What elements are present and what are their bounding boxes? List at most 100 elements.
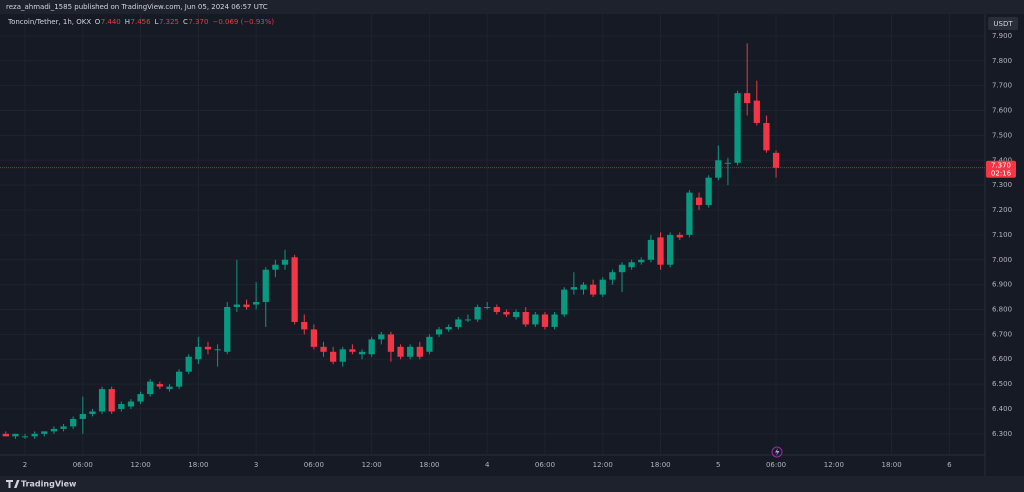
candle-body	[339, 349, 346, 362]
candle-body	[281, 259, 289, 265]
y-tick-label: 6.500	[992, 380, 1012, 388]
candle-body	[147, 381, 154, 395]
legend-item: H	[125, 18, 130, 26]
candle-body	[233, 304, 240, 308]
candle-body	[618, 264, 626, 273]
candles	[2, 43, 780, 439]
legend-item: 7.456	[131, 18, 152, 26]
candle-body	[156, 384, 163, 387]
candle-body	[676, 234, 683, 238]
grid	[0, 14, 985, 455]
y-tick-label: 7.400	[992, 156, 1012, 164]
candle-body	[2, 433, 9, 437]
x-tick-label: 12:00	[362, 461, 382, 469]
y-tick-label: 6.300	[992, 430, 1012, 438]
candle-body	[570, 287, 577, 290]
y-tick-label: 6.700	[992, 330, 1012, 338]
candle-body	[763, 122, 770, 151]
y-tick-label: 6.400	[992, 405, 1012, 413]
x-tick-label: 06:00	[73, 461, 93, 469]
candle-body	[561, 289, 568, 315]
candle-body	[657, 237, 664, 265]
candle-body	[541, 314, 549, 327]
legend-item: L	[155, 18, 159, 26]
footer-brand[interactable]: TradingView	[21, 480, 77, 489]
x-tick-label: 18:00	[882, 461, 902, 469]
candle-body	[31, 433, 38, 437]
candle-body	[378, 334, 385, 340]
candle-body	[368, 339, 375, 355]
x-tick-label: 4	[485, 461, 490, 469]
candle-body	[686, 192, 693, 235]
y-tick-label: 7.600	[992, 107, 1012, 115]
legend-item: −0.069 (−0.93%)	[212, 18, 274, 26]
event-icon-bolt	[775, 448, 780, 456]
candle-body	[445, 326, 452, 330]
legend-item: 7.325	[159, 18, 179, 26]
candle-body	[70, 418, 77, 427]
candle-body	[522, 311, 529, 325]
header-bar	[0, 0, 1024, 14]
event-icon[interactable]	[771, 446, 783, 458]
candle-body	[493, 307, 500, 312]
legend-item: 7.370	[188, 18, 208, 26]
last-price-tag	[986, 160, 1016, 178]
candle-body	[175, 371, 183, 387]
candle-body	[108, 389, 115, 412]
candle-body	[753, 100, 760, 123]
header-text: reza_ahmadi_1585 published on TradingVie…	[6, 3, 268, 11]
candle-body	[349, 349, 356, 352]
candle-body	[715, 160, 722, 178]
candle-body	[60, 426, 67, 429]
candle-body	[272, 264, 279, 270]
x-tick-label: 06:00	[535, 461, 555, 469]
symbol-legend: Toncoin/Tether, 1h, OKX O7.440 H7.456 L7.32…	[7, 18, 274, 26]
x-tick-label: 06:00	[766, 461, 786, 469]
candle-body	[12, 433, 19, 437]
candle-body	[320, 346, 327, 352]
candle-body	[484, 307, 491, 309]
candle-body	[512, 311, 520, 317]
candle-body	[724, 162, 732, 164]
currency-label: USDT	[993, 20, 1013, 28]
candle-body	[580, 284, 587, 290]
candle-body	[426, 336, 433, 352]
legend-item: 7.440	[101, 18, 121, 26]
currency-box[interactable]	[988, 17, 1018, 30]
candle-body	[638, 259, 645, 263]
candle-body	[204, 346, 212, 350]
y-tick-label: 7.700	[992, 82, 1012, 90]
candle-body	[464, 319, 472, 321]
candle-body	[166, 386, 173, 390]
candle-body	[224, 307, 231, 352]
candle-body	[609, 272, 616, 280]
x-tick-label: 18:00	[650, 461, 670, 469]
candle-body	[734, 93, 741, 163]
x-tick-label: 12:00	[130, 461, 150, 469]
candle-body	[503, 311, 510, 315]
candle-body	[137, 394, 144, 402]
candle-body	[310, 329, 318, 347]
y-tick-label: 6.800	[992, 306, 1012, 314]
candle-body	[118, 404, 125, 409]
x-tick-label: 12:00	[824, 461, 844, 469]
legend-item: C	[183, 18, 188, 26]
candle-body	[474, 307, 481, 320]
last-price-label: 7.370	[991, 162, 1011, 170]
candle-body	[79, 413, 86, 419]
x-tick-label: 06:00	[304, 461, 324, 469]
candle-body	[772, 152, 780, 168]
countdown-label: 02:16	[991, 170, 1012, 178]
legend-item: Toncoin/Tether, 1h, OKX	[7, 18, 91, 26]
footer-bar	[0, 476, 1024, 492]
candle-body	[41, 431, 48, 434]
candle-body	[628, 262, 635, 268]
candle-body	[252, 302, 260, 305]
x-tick-label: 6	[947, 461, 952, 469]
candle-body	[98, 389, 106, 412]
candle-body	[330, 351, 337, 362]
tradingview-logo[interactable]	[6, 480, 20, 488]
candle-body	[599, 279, 606, 295]
